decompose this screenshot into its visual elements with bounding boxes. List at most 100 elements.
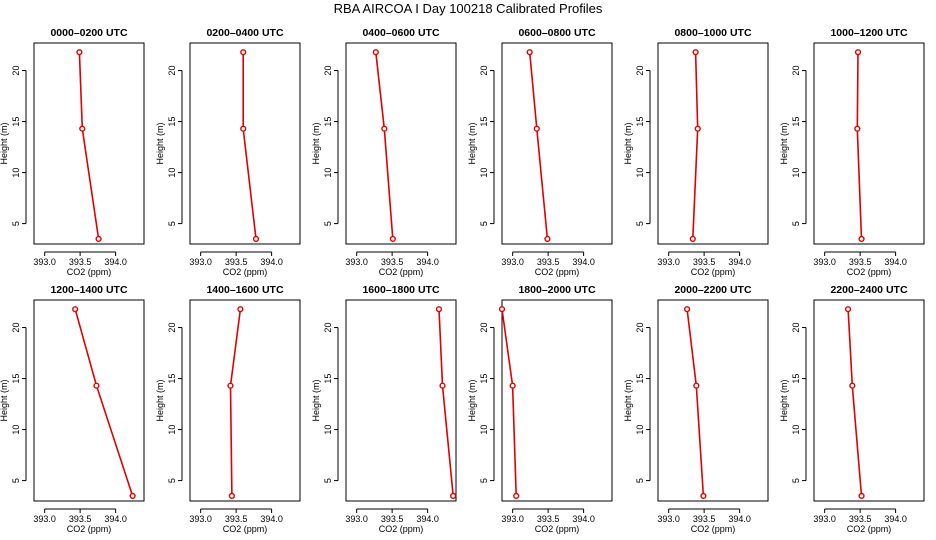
panel-title: 1600–1800 UTC — [362, 284, 439, 296]
data-point — [854, 125, 861, 132]
data-point — [854, 49, 862, 56]
x-tick-label: 393.0 — [813, 514, 836, 524]
x-axis-label: CO2 (ppm) — [535, 267, 580, 277]
y-tick-label: 20 — [791, 66, 801, 76]
y-tick-label: 10 — [479, 168, 489, 178]
x-tick-label: 394.0 — [884, 257, 907, 267]
plot-frame — [501, 299, 613, 502]
data-point — [694, 125, 701, 132]
data-point — [526, 49, 533, 56]
x-tick-label: 394.0 — [884, 514, 907, 524]
y-axis-label: Height (m) — [0, 122, 9, 164]
figure-title: RBA AIRCOA I Day 100218 Calibrated Profi… — [333, 1, 603, 16]
y-tick-label: 15 — [635, 374, 645, 384]
y-tick-label: 5 — [323, 221, 333, 226]
data-point — [95, 235, 102, 242]
y-tick-label: 10 — [11, 168, 21, 178]
x-tick-label: 393.5 — [225, 514, 248, 524]
x-tick-label: 394.0 — [260, 257, 283, 267]
y-tick-label: 10 — [167, 425, 177, 435]
panel-title: 0400–0600 UTC — [362, 27, 439, 39]
x-axis-label: CO2 (ppm) — [67, 524, 112, 534]
y-tick-label: 5 — [791, 478, 801, 483]
x-tick-label: 394.0 — [104, 257, 127, 267]
y-tick-label: 20 — [323, 323, 333, 333]
y-tick-label: 15 — [479, 374, 489, 384]
plot-frame — [345, 299, 457, 502]
y-tick-label: 20 — [11, 323, 21, 333]
y-tick-label: 20 — [167, 66, 177, 76]
y-tick-label: 10 — [791, 168, 801, 178]
panel-title: 0600–0800 UTC — [518, 27, 595, 39]
data-point — [389, 235, 396, 242]
y-axis-label: Height (m) — [623, 122, 633, 164]
y-tick-label: 15 — [635, 117, 645, 127]
x-tick-label: 393.0 — [813, 257, 836, 267]
plot-frame — [33, 299, 145, 502]
y-tick-label: 10 — [323, 168, 333, 178]
y-axis-label: Height (m) — [311, 379, 321, 421]
y-tick-label: 10 — [791, 425, 801, 435]
x-tick-label: 393.5 — [537, 514, 560, 524]
y-tick-label: 15 — [791, 374, 801, 384]
panel-title: 0800–1000 UTC — [674, 27, 751, 39]
x-axis-label: CO2 (ppm) — [691, 267, 736, 277]
profile-line — [78, 52, 100, 240]
x-tick-label: 393.5 — [381, 257, 404, 267]
data-point — [844, 306, 852, 313]
plot-frame — [657, 42, 769, 245]
data-point — [450, 492, 457, 499]
y-tick-label: 15 — [791, 117, 801, 127]
x-tick-label: 394.0 — [572, 257, 595, 267]
profile-line — [375, 52, 394, 239]
panel-title: 1000–1200 UTC — [830, 27, 907, 39]
y-tick-label: 5 — [11, 221, 21, 226]
y-tick-label: 5 — [167, 221, 177, 226]
y-tick-label: 5 — [167, 478, 177, 483]
y-tick-label: 20 — [167, 323, 177, 333]
y-axis-label: Height (m) — [779, 379, 789, 421]
x-axis-label: CO2 (ppm) — [223, 267, 268, 277]
y-tick-label: 20 — [791, 323, 801, 333]
data-point — [237, 306, 244, 313]
y-tick-label: 10 — [635, 425, 645, 435]
y-tick-label: 15 — [323, 374, 333, 384]
x-tick-label: 393.5 — [849, 514, 872, 524]
y-tick-label: 5 — [323, 478, 333, 483]
x-axis-label: CO2 (ppm) — [67, 267, 112, 277]
data-point — [227, 382, 234, 389]
plot-frame — [501, 42, 613, 245]
y-axis-label: Height (m) — [0, 379, 9, 421]
x-axis-label: CO2 (ppm) — [535, 524, 580, 534]
data-point — [439, 382, 446, 389]
plot-frame — [345, 42, 457, 245]
x-axis-label: CO2 (ppm) — [379, 267, 424, 277]
plot-frame — [189, 42, 301, 245]
y-axis-label: Height (m) — [779, 122, 789, 164]
x-tick-label: 394.0 — [260, 514, 283, 524]
y-tick-label: 15 — [167, 117, 177, 127]
x-tick-label: 393.5 — [225, 257, 248, 267]
y-axis-label: Height (m) — [311, 122, 321, 164]
data-point — [252, 235, 260, 242]
y-tick-label: 5 — [635, 478, 645, 483]
x-axis-label: CO2 (ppm) — [847, 267, 892, 277]
data-point — [700, 492, 707, 499]
x-tick-label: 393.5 — [69, 514, 92, 524]
x-tick-label: 394.0 — [728, 514, 751, 524]
y-axis-label: Height (m) — [467, 379, 477, 421]
plot-frame — [813, 42, 925, 245]
plot-frame — [657, 299, 769, 502]
y-tick-label: 10 — [11, 425, 21, 435]
y-tick-label: 20 — [635, 66, 645, 76]
y-tick-label: 15 — [11, 117, 21, 127]
